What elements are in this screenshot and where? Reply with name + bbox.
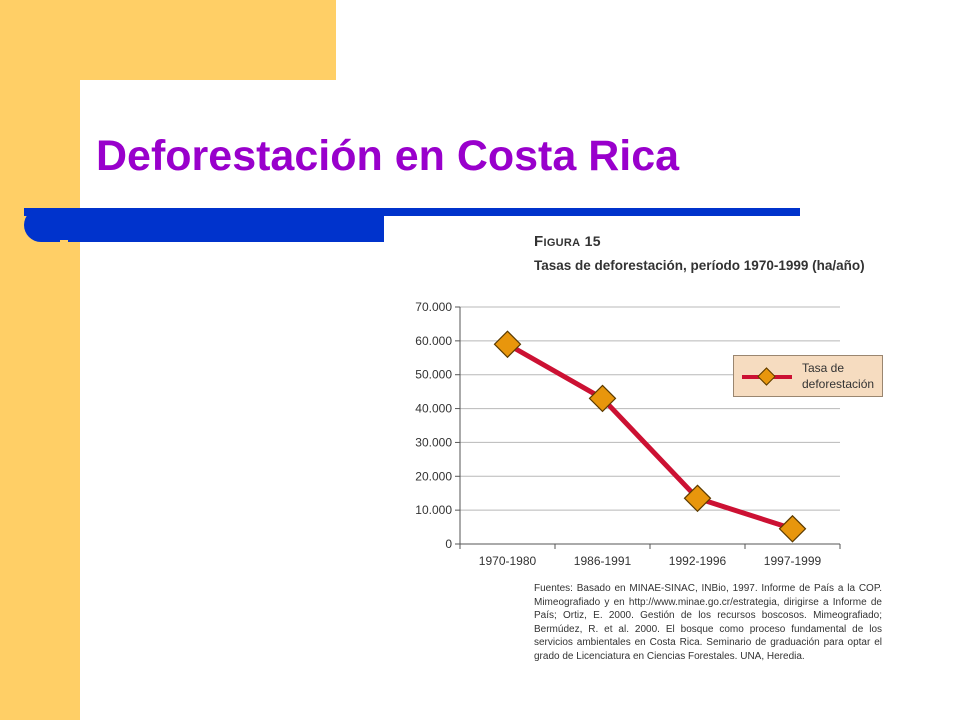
data-point-marker <box>493 330 522 359</box>
title-rule-cap <box>24 208 384 242</box>
x-tick-label: 1970-1980 <box>479 554 537 568</box>
x-axis-ticks: 1970-1980 1986-1991 1992-1996 1997-1999 <box>459 544 841 568</box>
figure-subtitle: Tasas de deforestación, período 1970-199… <box>534 258 865 273</box>
x-tick-label: 1997-1999 <box>764 554 822 568</box>
chart-legend: Tasa de deforestación <box>733 355 883 397</box>
y-tick-label: 30.000 <box>415 435 452 449</box>
y-tick-label: 40.000 <box>415 402 452 416</box>
side-accent-band <box>0 0 80 720</box>
x-tick-label: 1986-1991 <box>574 554 632 568</box>
figure-number: 15 <box>584 233 601 249</box>
y-axis-ticks: 0 10.000 20.000 30.000 40.000 50.000 60.000 70.… <box>415 300 460 551</box>
figure-source-note: Fuentes: Basado en MINAE-SINAC, INBio, 1… <box>534 583 882 662</box>
y-tick-label: 20.000 <box>415 469 452 483</box>
slide-title: Deforestación en Costa Rica <box>96 132 680 180</box>
y-tick-label: 50.000 <box>415 368 452 382</box>
content-area <box>80 80 960 720</box>
y-tick-label: 10.000 <box>415 503 452 517</box>
legend-series-label: Tasa de deforestación <box>802 361 875 391</box>
y-tick-label: 60.000 <box>415 334 452 348</box>
deforestation-line-chart: 0 10.000 20.000 30.000 40.000 50.000 60.000 70.… <box>415 300 841 568</box>
title-rule <box>24 208 800 216</box>
x-tick-label: 1992-1996 <box>669 554 727 568</box>
y-tick-label: 0 <box>445 537 452 551</box>
chart-series <box>493 330 807 543</box>
top-accent-band <box>0 0 336 80</box>
figure-label-initial: F <box>534 233 544 250</box>
legend-diamond-marker <box>757 367 776 386</box>
data-point-marker <box>778 514 807 543</box>
data-point-marker <box>683 484 712 513</box>
y-tick-label: 70.000 <box>415 300 452 314</box>
title-rule-notch <box>60 240 68 242</box>
chart-grid <box>460 306 840 511</box>
series-line <box>506 342 794 532</box>
data-point-marker <box>588 384 617 413</box>
figure-label: Figura 15 <box>534 233 601 250</box>
figure-label-rest: igura <box>543 237 581 249</box>
